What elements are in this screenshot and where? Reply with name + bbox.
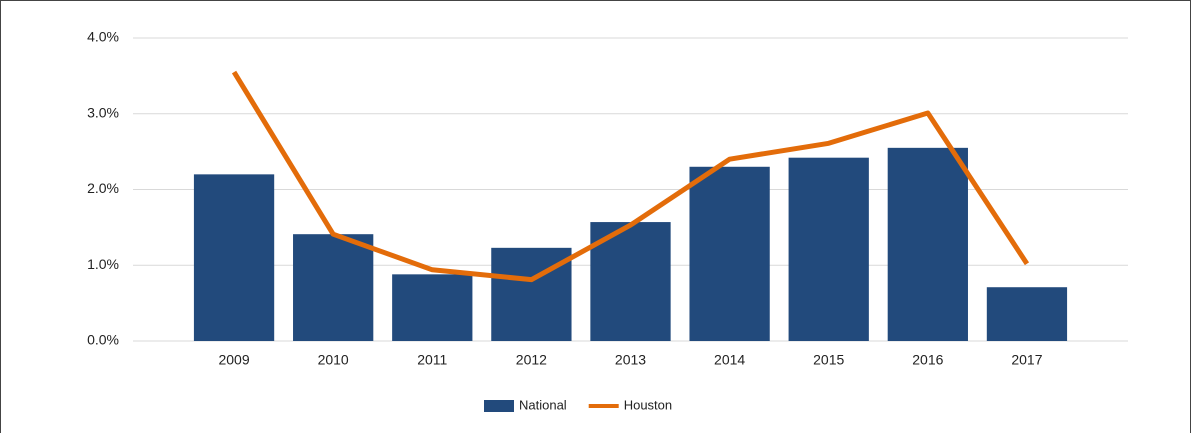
y-tick-label: 2.0%	[87, 180, 119, 196]
bar	[293, 234, 374, 341]
bar	[392, 274, 473, 341]
x-tick-label: 2013	[615, 352, 646, 368]
bar	[689, 166, 770, 341]
x-tick-label: 2017	[1011, 352, 1042, 368]
line	[231, 70, 1030, 283]
y-tick-label: 3.0%	[87, 104, 119, 120]
legend-swatch	[484, 400, 514, 412]
bar	[887, 147, 968, 341]
legend-label: National	[519, 397, 567, 412]
x-tick-label: 2016	[912, 352, 943, 368]
bar	[193, 174, 275, 341]
bar	[788, 157, 869, 341]
x-tick-label: 2015	[813, 352, 844, 368]
y-tick-label: 0.0%	[87, 332, 119, 348]
y-tick-label: 4.0%	[87, 29, 119, 45]
x-tick-label: 2014	[714, 352, 745, 368]
y-tick-label: 1.0%	[87, 256, 119, 272]
x-tick-label: 2010	[318, 352, 349, 368]
x-tick-label: 2011	[417, 352, 447, 368]
x-tick-label: 2012	[516, 352, 547, 368]
x-tick-label: 2009	[218, 352, 249, 368]
bar	[986, 287, 1068, 341]
legend-label: Houston	[624, 397, 672, 412]
